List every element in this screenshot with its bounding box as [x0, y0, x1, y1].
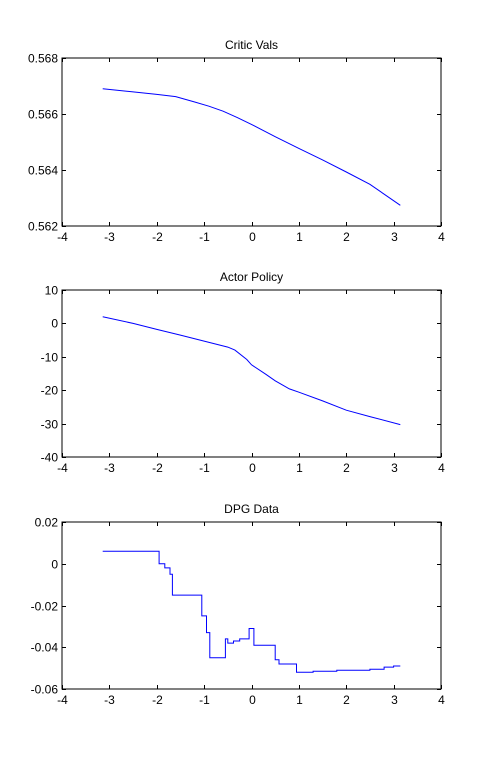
x-tick-label: 2 — [343, 230, 350, 244]
y-tick-label: 0.566 — [28, 108, 58, 122]
x-tick-label: -4 — [57, 461, 68, 475]
x-tick-label: -4 — [57, 693, 68, 707]
y-tick-label: 10 — [45, 284, 59, 298]
y-tick-label: -40 — [41, 451, 59, 465]
x-tick-label: 2 — [343, 693, 350, 707]
x-tick-label: -1 — [199, 693, 210, 707]
x-tick-label: 1 — [296, 693, 303, 707]
y-tick-label: 0.564 — [28, 164, 58, 178]
axes-box — [61, 57, 442, 227]
x-tick-label: -3 — [104, 230, 115, 244]
chart-title: DPG Data — [224, 502, 279, 516]
y-tick-label: -30 — [41, 418, 59, 432]
x-tick-label: 0 — [249, 230, 256, 244]
y-tick-label: -0.02 — [31, 600, 59, 614]
x-tick-label: 3 — [391, 693, 398, 707]
x-tick-label: -1 — [199, 461, 210, 475]
x-tick-label: 0 — [249, 461, 256, 475]
x-tick-label: 3 — [391, 230, 398, 244]
axes-box — [61, 289, 442, 458]
y-tick-label: -10 — [41, 351, 59, 365]
x-tick-label: -1 — [199, 230, 210, 244]
x-tick-label: -3 — [104, 461, 115, 475]
chart-title: Critic Vals — [225, 38, 278, 52]
y-tick-label: -0.06 — [31, 683, 59, 697]
y-tick-label: 0.02 — [35, 516, 59, 530]
series-line-1 — [102, 316, 401, 426]
x-tick-label: -3 — [104, 693, 115, 707]
x-tick-label: 1 — [296, 461, 303, 475]
x-tick-label: -4 — [57, 230, 68, 244]
x-tick-label: 3 — [391, 461, 398, 475]
x-tick-label: 4 — [438, 693, 445, 707]
axes-box — [61, 521, 442, 690]
x-tick-label: 2 — [343, 461, 350, 475]
series-line-1 — [102, 88, 401, 206]
y-tick-label: 0 — [51, 558, 58, 572]
x-tick-label: -2 — [152, 461, 163, 475]
y-tick-label: 0.562 — [28, 220, 58, 234]
y-tick-label: -0.04 — [31, 641, 59, 655]
x-tick-label: 0 — [249, 693, 256, 707]
x-tick-label: 1 — [296, 230, 303, 244]
x-tick-label: 4 — [438, 230, 445, 244]
subplot-3: DPG Data -4 -3 -2 -1 0 1 2 3 4 -0.06 -0.04 -0.02 0 0.0… — [31, 502, 446, 707]
chart-title: Actor Policy — [220, 270, 283, 284]
y-tick-label: -20 — [41, 384, 59, 398]
x-tick-label: -2 — [152, 230, 163, 244]
x-tick-label: -2 — [152, 693, 163, 707]
y-tick-label: 0 — [51, 317, 58, 331]
x-tick-label: 4 — [438, 461, 445, 475]
y-tick-label: 0.568 — [28, 52, 58, 66]
series-line-1 — [102, 550, 401, 673]
subplot-1: Critic Vals -4 -3 -2 -1 0 1 2 3 4 0.562 0.564 0.566 0… — [28, 38, 445, 244]
